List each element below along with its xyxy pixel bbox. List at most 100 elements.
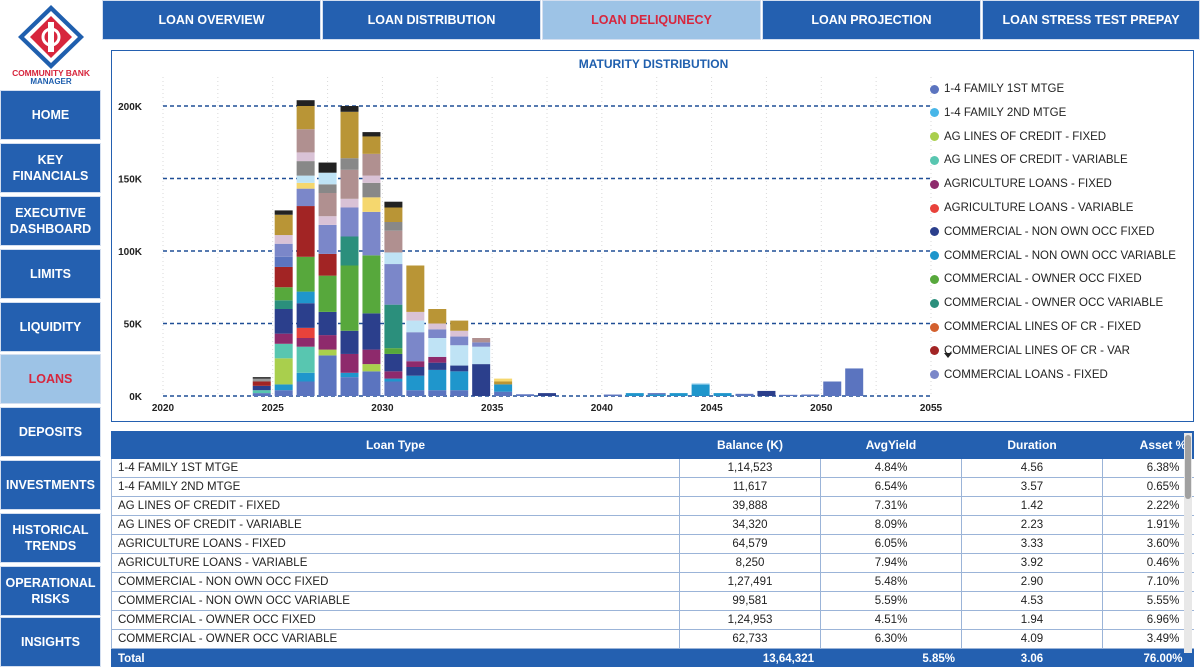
bar-segment	[296, 106, 315, 130]
sidebar-item-executive-dashboard[interactable]: EXECUTIVE DASHBOARD	[0, 196, 101, 246]
table-row[interactable]: 1-4 FAMILY 2ND MTGE 11,617 6.54% 3.57 0.65%	[111, 477, 1194, 497]
sidebar-item-home[interactable]: HOME	[0, 90, 101, 140]
legend-item[interactable]: AG LINES OF CREDIT - FIXED	[930, 129, 1106, 145]
bar-segment	[538, 393, 556, 396]
y-tick-label: 50K	[124, 320, 143, 331]
legend-item[interactable]: 1-4 FAMILY 2ND MTGE	[930, 105, 1066, 121]
column-header-asset-pct[interactable]: Asset %	[1102, 431, 1194, 459]
bar-segment	[274, 243, 293, 257]
legend-item[interactable]: COMMERCIAL - OWNER OCC VARIABLE	[930, 295, 1163, 311]
legend-item[interactable]: COMMERCIAL LINES OF CR - VAR	[930, 343, 1130, 359]
bar-segment	[296, 175, 315, 183]
bar-segment	[296, 152, 315, 162]
cell-duration: 2.23	[961, 515, 1103, 535]
column-header-loan-type[interactable]: Loan Type	[111, 431, 680, 459]
sidebar-item-historical-trends[interactable]: HISTORICAL TRENDS	[0, 513, 101, 563]
cell-duration: 4.53	[961, 591, 1103, 611]
bar-segment	[603, 394, 622, 396]
bar-segment	[472, 346, 491, 365]
sidebar-item-limits[interactable]: LIMITS	[0, 249, 101, 299]
legend-label: 1-4 FAMILY 1ST MTGE	[944, 83, 1065, 95]
bar-segment	[428, 323, 447, 330]
bar-segment	[340, 158, 359, 170]
table-row[interactable]: AGRICULTURE LOANS - FIXED 64,579 6.05% 3.33…	[111, 534, 1194, 554]
cell-asset-pct: 3.60%	[1102, 534, 1194, 554]
bar-segment	[274, 235, 293, 244]
cell-duration: 1.42	[961, 496, 1103, 516]
tab-loan-overview[interactable]: LOAN OVERVIEW	[102, 0, 321, 40]
cell-loan-type: AG LINES OF CREDIT - VARIABLE	[111, 515, 680, 535]
cell-duration: 3.92	[961, 553, 1103, 573]
table-row[interactable]: COMMERCIAL - NON OWN OCC FIXED 1,27,491 5.…	[111, 572, 1194, 592]
bar-segment	[384, 252, 403, 265]
bar-segment	[362, 364, 381, 372]
sidebar-item-loans[interactable]: LOANS	[0, 354, 101, 404]
bar-segment	[691, 384, 710, 396]
table-row[interactable]: AGRICULTURE LOANS - VARIABLE 8,250 7.94% 3.…	[111, 553, 1194, 573]
legend-label: AGRICULTURE LOANS - VARIABLE	[944, 202, 1134, 214]
cell-duration: 1.94	[961, 610, 1103, 630]
table-row[interactable]: COMMERCIAL - OWNER OCC VARIABLE 62,733 6.3…	[111, 629, 1194, 649]
bar-segment	[406, 332, 425, 362]
sidebar-item-operational-risks[interactable]: OPERATIONAL RISKS	[0, 566, 101, 616]
table-row[interactable]: COMMERCIAL - OWNER OCC FIXED 1,24,953 4.51…	[111, 610, 1194, 630]
sidebar-item-deposits[interactable]: DEPOSITS	[0, 407, 101, 457]
bar-segment	[647, 393, 666, 395]
sidebar-item-key-financials[interactable]: KEY FINANCIALS	[0, 143, 101, 193]
table-row[interactable]: AG LINES OF CREDIT - FIXED 39,888 7.31% 1.4…	[111, 496, 1194, 516]
cell-avgyield: 4.51%	[820, 610, 962, 630]
legend-item[interactable]: COMMERCIAL - OWNER OCC FIXED	[930, 271, 1142, 287]
bar-segment	[340, 377, 359, 396]
legend-item[interactable]: AGRICULTURE LOANS - VARIABLE	[930, 200, 1133, 216]
bar-segment	[428, 369, 447, 391]
sidebar-item-investments[interactable]: INVESTMENTS	[0, 460, 101, 510]
cell-loan-type: 1-4 FAMILY 2ND MTGE	[111, 477, 680, 497]
sidebar-item-liquidity[interactable]: LIQUIDITY	[0, 302, 101, 352]
legend-item[interactable]: COMMERCIAL - NON OWN OCC VARIABLE	[930, 248, 1176, 264]
column-header-duration[interactable]: Duration	[961, 431, 1103, 459]
bar-segment	[384, 378, 403, 382]
column-header-avgyield[interactable]: AvgYield	[820, 431, 962, 459]
legend-item[interactable]: COMMERCIAL LINES OF CR - FIXED	[930, 319, 1141, 335]
legend-dot-icon	[930, 108, 939, 118]
legend-item[interactable]: COMMERCIAL LOANS - FIXED	[930, 367, 1108, 383]
sidebar-item-insights[interactable]: INSIGHTS	[0, 617, 101, 667]
bar-segment	[406, 361, 425, 367]
y-tick-label: 100K	[118, 247, 143, 258]
brand-logo: COMMUNITY BANK MANAGER	[0, 0, 102, 88]
bar-segment	[318, 216, 337, 225]
legend-label: COMMERCIAL LINES OF CR - FIXED	[944, 321, 1142, 333]
bar-segment	[472, 364, 491, 396]
bar-segment	[516, 394, 535, 396]
bar-segment	[296, 327, 315, 338]
caret-down-icon[interactable]	[944, 353, 952, 358]
bar-segment	[428, 356, 447, 363]
cell-avgyield: 7.31%	[820, 496, 962, 516]
bar-segment	[384, 201, 403, 208]
bar-segment	[494, 381, 513, 385]
bar-segment	[274, 390, 293, 396]
total-duration: 3.06	[961, 648, 1103, 667]
legend-item[interactable]: AG LINES OF CREDIT - VARIABLE	[930, 152, 1128, 168]
tab-loan-distribution[interactable]: LOAN DISTRIBUTION	[322, 0, 541, 40]
tab-loan-stress-test-prepay[interactable]: LOAN STRESS TEST PREPAY	[982, 0, 1200, 40]
tab-loan-projection[interactable]: LOAN PROJECTION	[762, 0, 981, 40]
bar-segment	[318, 224, 337, 254]
bar-segment	[362, 136, 381, 154]
legend-item[interactable]: COMMERCIAL - NON OWN OCC FIXED	[930, 224, 1154, 240]
column-header-balance[interactable]: Balance (K)	[679, 431, 821, 459]
bar-segment	[406, 390, 425, 396]
bar-segment	[428, 309, 447, 324]
tab-loan-delinquency[interactable]: LOAN DELIQUNECY	[542, 0, 761, 40]
bar-segment	[450, 330, 469, 337]
bar-segment	[296, 161, 315, 176]
table-scrollbar-thumb[interactable]	[1185, 435, 1191, 499]
legend-item[interactable]: 1-4 FAMILY 1ST MTGE	[930, 81, 1064, 97]
table-row[interactable]: COMMERCIAL - NON OWN OCC VARIABLE 99,581 5…	[111, 591, 1194, 611]
table-row[interactable]: AG LINES OF CREDIT - VARIABLE 34,320 8.09%…	[111, 515, 1194, 535]
table-scrollbar[interactable]	[1184, 433, 1192, 653]
table-row[interactable]: 1-4 FAMILY 1ST MTGE 1,14,523 4.84% 4.56 6.38…	[111, 458, 1194, 478]
legend-item[interactable]: AGRICULTURE LOANS - FIXED	[930, 176, 1112, 192]
bar-segment	[318, 162, 337, 173]
cell-balance: 99,581	[679, 591, 821, 611]
